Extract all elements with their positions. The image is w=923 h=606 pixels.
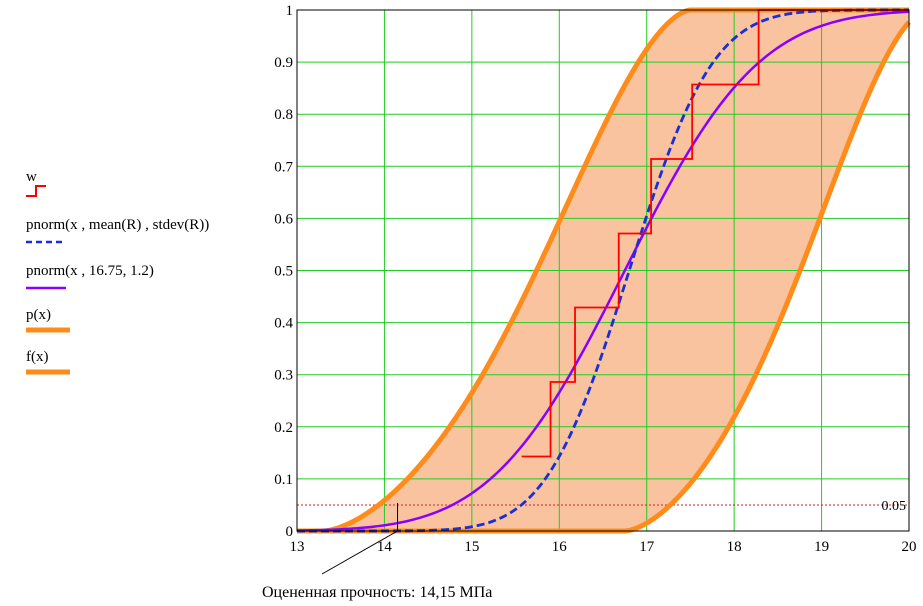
y-tick-label: 0.6 — [274, 211, 293, 227]
legend-swatch-w — [26, 185, 46, 197]
series-pnorm-fixed-line — [296, 10, 910, 532]
x-tick-label: 16 — [552, 539, 568, 555]
legend-label-f: f(x) — [26, 349, 49, 365]
x-tick-label: 17 — [639, 539, 655, 555]
legend-label-w: w — [26, 169, 37, 185]
y-tick-label: 0.4 — [274, 316, 293, 332]
x-tick-label: 15 — [464, 539, 479, 555]
y-tick-label: 0.1 — [274, 472, 293, 488]
x-tick-label: 14 — [377, 539, 393, 555]
legend-label-pnorm-fixed: pnorm(x , 16.75, 1.2) — [26, 263, 154, 279]
y-tick-label: 0.2 — [274, 420, 293, 436]
x-tick-label: 18 — [727, 539, 742, 555]
y-tick-label: 0.9 — [274, 55, 293, 71]
y-tick-label: 0.8 — [274, 107, 293, 123]
y-tick-label: 0.7 — [274, 159, 293, 175]
plot-area: 13 14 15 16 17 18 19 20 0 0.1 0.2 0.3 0.4 0.5 0.6 0.7 0.… — [274, 3, 917, 575]
x-tick-label: 19 — [814, 539, 829, 555]
x-tick-label: 20 — [902, 539, 917, 555]
y-tick-label: 0 — [286, 524, 294, 540]
legend-label-pnorm-mean-sd: pnorm(x , mean(R) , stdev(R)) — [26, 217, 209, 233]
reference-line-label: 0.05 — [882, 499, 907, 514]
annotation-leader-line — [321, 530, 398, 575]
estimated-strength-caption: Оцененная прочность: 14,15 МПа — [262, 584, 492, 601]
y-tick-label: 0.3 — [274, 368, 293, 384]
y-tick-label: 0.5 — [274, 264, 293, 280]
legend-label-p: p(x) — [26, 307, 51, 323]
legend: w pnorm(x , mean(R) , stdev(R)) pnorm(x … — [26, 169, 209, 375]
plot-frame — [296, 9, 910, 532]
x-tick-label: 13 — [290, 539, 305, 555]
series-w-step — [521, 9, 909, 458]
y-tick-label: 1 — [286, 3, 294, 19]
